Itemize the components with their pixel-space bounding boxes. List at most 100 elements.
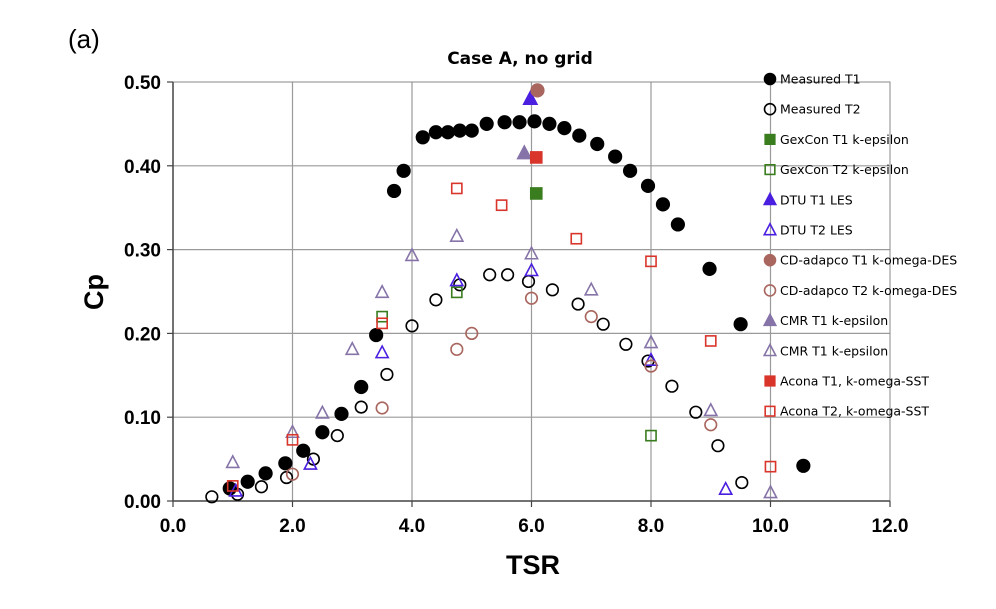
- y-tick-label: 0.40: [124, 157, 161, 178]
- x-tick-label: 2.0: [279, 516, 305, 537]
- data-point: [450, 342, 464, 356]
- data-point: [254, 480, 269, 494]
- data-point: [452, 123, 467, 138]
- data-point: [557, 120, 572, 136]
- data-point: [704, 418, 718, 432]
- data-point: [571, 297, 585, 311]
- data-point: [369, 327, 384, 343]
- data-point: [315, 425, 330, 440]
- data-point: [405, 319, 419, 333]
- data-point: [703, 402, 719, 417]
- data-point: [376, 310, 388, 323]
- data-point: [429, 293, 443, 307]
- legend-marker: [764, 375, 776, 387]
- axes: 0.0 2.0 4.0 6.0 8.0 10.0 12.0 0.00 0.10 0.20 0.30 0…: [124, 73, 908, 537]
- data-point: [386, 183, 402, 199]
- legend-marker: [764, 405, 776, 417]
- data-point: [240, 474, 255, 489]
- data-point: [521, 274, 536, 289]
- x-axis-title: TSR: [506, 550, 560, 580]
- legend-label: Measured T2: [780, 102, 861, 117]
- legend-marker: [763, 102, 777, 116]
- data-point: [542, 116, 557, 131]
- legend: Measured T1 Measured T2 GexCon T1 k-epsilo…: [762, 72, 957, 419]
- data-point: [330, 429, 344, 443]
- legend-label: DTU T1 LES: [780, 192, 853, 207]
- x-tick-label: 12.0: [872, 516, 909, 537]
- legend-item: Acona T2, k-omega-SST: [764, 404, 929, 419]
- series-0: [222, 114, 811, 496]
- data-point: [590, 136, 605, 152]
- data-point: [644, 359, 658, 373]
- data-point: [278, 456, 293, 471]
- data-point: [303, 455, 318, 470]
- data-point: [524, 245, 539, 260]
- data-point: [344, 340, 360, 356]
- data-point: [718, 480, 734, 496]
- series-9: [225, 227, 778, 499]
- chart-title: Case A, no grid: [447, 49, 593, 69]
- data-point: [225, 454, 241, 469]
- y-axis-title: Cp: [79, 274, 109, 310]
- legend-label: CD-adapco T2 k-omega-DES: [780, 283, 957, 298]
- data-point: [619, 337, 633, 351]
- data-point: [495, 199, 508, 212]
- legend-item: CD-adapco T2 k-omega-DES: [763, 283, 957, 298]
- data-point: [665, 379, 679, 393]
- data-point: [524, 291, 539, 305]
- y-tick-label: 0.20: [124, 324, 161, 345]
- data-point: [285, 467, 300, 481]
- data-point: [689, 405, 703, 419]
- data-point: [764, 460, 777, 473]
- y-tick-label: 0.30: [124, 241, 161, 262]
- data-point: [374, 284, 390, 299]
- data-point: [415, 130, 430, 145]
- data-point: [572, 128, 587, 143]
- data-point: [354, 400, 368, 414]
- x-tick-label: 4.0: [399, 516, 425, 537]
- data-point: [527, 114, 542, 129]
- data-point: [380, 367, 394, 382]
- legend-item: CMR T1 k-epsilon: [762, 342, 888, 358]
- data-point: [375, 401, 389, 415]
- legend-item: GexCon T1 k-epsilon: [764, 132, 909, 147]
- data-point: [622, 163, 638, 178]
- data-point: [643, 334, 659, 349]
- data-point: [702, 261, 717, 276]
- y-tick-label: 0.50: [124, 73, 161, 94]
- data-point: [354, 379, 369, 395]
- data-point: [645, 255, 657, 268]
- data-point: [449, 227, 465, 242]
- data-point: [440, 125, 455, 140]
- data-point: [584, 310, 598, 324]
- data-point: [376, 317, 388, 330]
- legend-marker: [762, 342, 778, 357]
- legend-marker: [763, 284, 777, 297]
- legend-marker: [764, 133, 776, 146]
- data-point: [228, 482, 244, 497]
- data-point: [314, 404, 330, 419]
- panel-label: (a): [68, 24, 100, 54]
- series-3: [376, 286, 657, 442]
- data-point: [643, 351, 659, 366]
- legend-label: GexCon T2 k-epsilon: [780, 162, 909, 177]
- data-point: [464, 123, 479, 138]
- data-point: [763, 484, 778, 499]
- x-tick-label: 0.0: [160, 516, 186, 537]
- data-point: [524, 262, 539, 277]
- x-tick-label: 10.0: [752, 516, 789, 537]
- legend-marker: [763, 253, 777, 267]
- legend-item: Measured T2: [763, 102, 861, 117]
- legend-label: DTU T2 LES: [780, 223, 853, 238]
- series-2: [529, 187, 543, 200]
- legend-label: Acona T1, k-omega-SST: [780, 374, 929, 389]
- series-11: [226, 182, 777, 492]
- data-point: [529, 151, 543, 164]
- data-point: [608, 149, 623, 164]
- series-6: [530, 83, 545, 98]
- data-point: [670, 217, 685, 232]
- data-point: [512, 115, 527, 130]
- series-10: [529, 151, 543, 164]
- legend-item: DTU T2 LES: [762, 222, 853, 238]
